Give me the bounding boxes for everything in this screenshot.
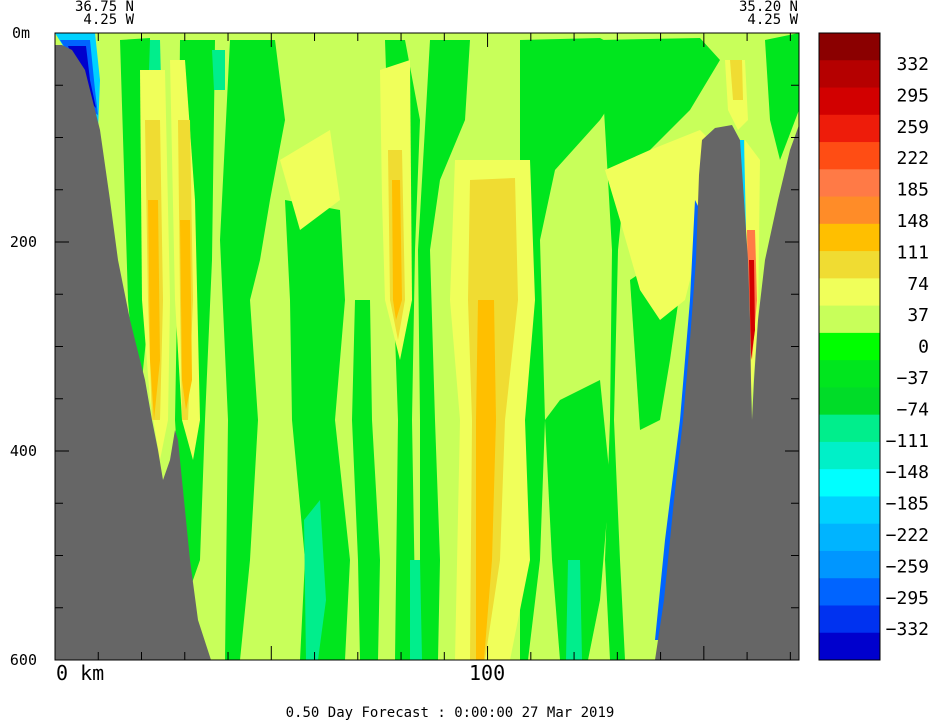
- seafloor-right: [655, 125, 799, 660]
- colorbar-segment: [819, 114, 880, 143]
- colorbar-label: 111: [896, 242, 929, 263]
- chart-title: 0.50 Day Forecast : 0:00:00 27 Mar 2019: [286, 705, 615, 721]
- colorbar-segment: [819, 414, 880, 443]
- colorbar-segment: [819, 33, 880, 61]
- colorbar-segment: [819, 632, 880, 661]
- y-tick-label: 200: [10, 233, 37, 251]
- colorbar-label: 37: [907, 305, 929, 326]
- colorbar-label: 185: [896, 180, 929, 201]
- y-tick-label: 400: [10, 442, 37, 460]
- colorbar-label: −222: [886, 525, 929, 546]
- colorbar-segment: [819, 278, 880, 307]
- colorbar-label: −111: [886, 431, 929, 452]
- x-axis: 0 km 100: [56, 661, 505, 685]
- strong-negative-cores: [148, 40, 582, 660]
- colorbar-segment: [819, 523, 880, 552]
- colorbar-label: 259: [896, 117, 929, 138]
- start-latitude: 36.75 N: [75, 0, 134, 15]
- extreme-positive-core: [747, 230, 757, 360]
- colorbar-segment: [819, 87, 880, 116]
- colorbar-label: 74: [907, 274, 929, 295]
- colorbar-segment: [819, 223, 880, 252]
- colorbar-label: 0: [918, 337, 929, 358]
- colorbar-label: −185: [886, 494, 929, 515]
- colorbar-segment: [819, 251, 880, 279]
- colorbar-segment: [819, 332, 880, 361]
- y-axis: 0m 200 400 600: [10, 24, 37, 669]
- x-tick-label: 100: [469, 661, 505, 685]
- colorbar-label: 222: [896, 148, 929, 169]
- colorbar-label: −332: [886, 619, 929, 640]
- colorbar-label: 295: [896, 85, 929, 106]
- colorbar-segment: [819, 605, 880, 634]
- y-axis-ticks: [55, 32, 799, 661]
- y-tick-label: 600: [10, 651, 37, 669]
- colorbar-label: −37: [896, 368, 929, 389]
- section-endpoints: 36.75 N 4.25 W 35.20 N 4.25 W: [75, 0, 799, 28]
- end-longitude: 4.25 W: [747, 12, 798, 28]
- x-tick-label: 0 km: [56, 661, 104, 685]
- start-longitude: 4.25 W: [83, 12, 134, 28]
- colorbar: [818, 32, 881, 661]
- colorbar-labels: 332 295 259 222 185 148 111 74 37 0 −37 −74 −111 −148…: [886, 54, 929, 640]
- colorbar-segment: [819, 196, 880, 225]
- colorbar-segment: [819, 169, 880, 198]
- colorbar-frame: [818, 32, 881, 661]
- colorbar-segment: [819, 441, 880, 470]
- seafloor-left: [55, 33, 211, 660]
- colorbar-segment: [819, 142, 880, 170]
- end-latitude: 35.20 N: [739, 0, 798, 15]
- colorbar-label: −148: [886, 462, 929, 483]
- strong-positive-cores: [148, 180, 496, 660]
- contour-field: [55, 33, 799, 660]
- y-tick-label: 0m: [12, 24, 30, 42]
- colorbar-label: −295: [886, 588, 929, 609]
- x-axis-ticks: [54, 33, 791, 660]
- colorbar-segment: [819, 550, 880, 579]
- colorbar-segment: [819, 496, 880, 525]
- colorbar-segment: [819, 60, 880, 89]
- colorbar-label: −259: [886, 556, 929, 577]
- colorbar-label: −74: [896, 399, 929, 420]
- colorbar-segment: [819, 305, 880, 334]
- colorbar-label: 148: [896, 211, 929, 232]
- colorbar-segment: [819, 360, 880, 388]
- colorbar-segment: [819, 387, 880, 416]
- colorbar-segment: [819, 469, 880, 497]
- colorbar-label: 332: [896, 54, 929, 75]
- colorbar-segment: [819, 578, 880, 606]
